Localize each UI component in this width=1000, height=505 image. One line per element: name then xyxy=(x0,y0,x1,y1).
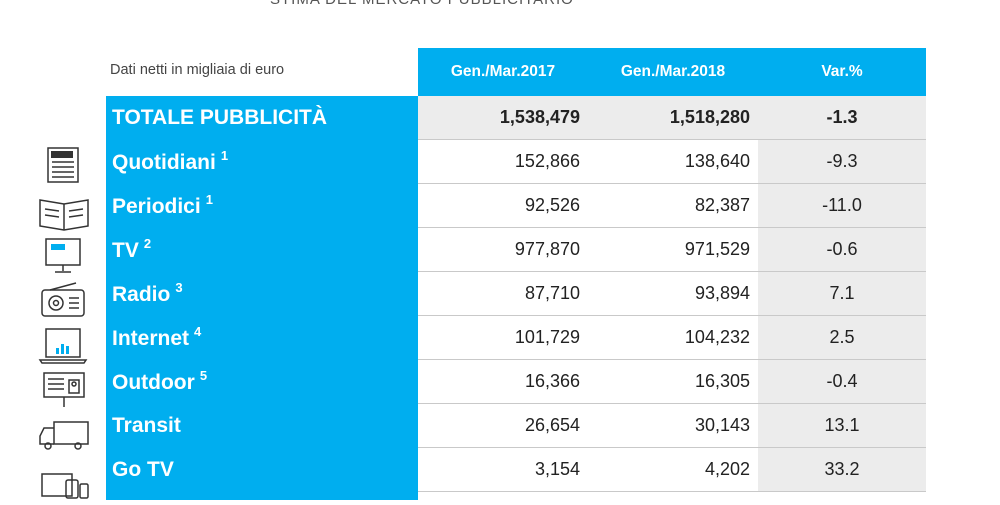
table-row: Outdoor 5 16,366 16,305 -0.4 xyxy=(106,359,926,404)
tv-icon xyxy=(36,236,92,276)
value-2018: 30,143 xyxy=(588,403,758,448)
row-label: Quotidiani 1 xyxy=(106,139,418,184)
units-note: Dati netti in migliaia di euro xyxy=(110,62,285,78)
value-variation: -1.3 xyxy=(758,96,926,140)
row-label: Periodici 1 xyxy=(106,183,418,228)
value-2018: 82,387 xyxy=(588,183,758,228)
value-2018: 138,640 xyxy=(588,139,758,184)
value-2018: 4,202 xyxy=(588,447,758,492)
value-variation: -0.4 xyxy=(758,359,926,404)
table-row: Periodici 1 92,526 82,387 -11.0 xyxy=(106,183,926,228)
truck-icon xyxy=(36,414,92,454)
value-2018: 16,305 xyxy=(588,359,758,404)
value-variation: -0.6 xyxy=(758,227,926,272)
value-2017: 26,654 xyxy=(418,403,588,448)
newspaper-icon xyxy=(36,144,92,184)
table-header: Gen./Mar.2017 Gen./Mar.2018 Var.% xyxy=(418,48,926,96)
value-2017: 1,538,479 xyxy=(418,96,588,140)
laptop-icon xyxy=(36,326,92,366)
advertising-table: TOTALE PUBBLICITÀ 1,538,479 1,518,280 -1… xyxy=(106,96,926,492)
row-label: Go TV xyxy=(106,447,418,492)
value-2018: 104,232 xyxy=(588,315,758,360)
value-variation: 2.5 xyxy=(758,315,926,360)
table-row: Transit 26,654 30,143 13.1 xyxy=(106,403,926,448)
row-label: Internet 4 xyxy=(106,315,418,360)
footnote-marker: 1 xyxy=(220,148,229,163)
value-2018: 971,529 xyxy=(588,227,758,272)
value-2017: 977,870 xyxy=(418,227,588,272)
footnote-marker: 2 xyxy=(143,236,152,251)
value-2018: 93,894 xyxy=(588,271,758,316)
value-variation: -11.0 xyxy=(758,183,926,228)
billboard-icon xyxy=(36,368,92,408)
footnote-marker: 4 xyxy=(194,324,202,339)
value-2017: 92,526 xyxy=(418,183,588,228)
row-label: Outdoor 5 xyxy=(106,359,418,404)
column-header-2018: Gen./Mar.2018 xyxy=(620,63,726,80)
value-2017: 101,729 xyxy=(418,315,588,360)
value-2017: 152,866 xyxy=(418,139,588,184)
radio-icon xyxy=(36,280,92,320)
value-variation: 7.1 xyxy=(758,271,926,316)
row-label: Radio 3 xyxy=(106,271,418,316)
table-row: TV 2 977,870 971,529 -0.6 xyxy=(106,227,926,272)
table-row: Internet 4 101,729 104,232 2.5 xyxy=(106,315,926,360)
column-header-2017: Gen./Mar.2017 xyxy=(450,63,556,80)
table-row: Quotidiani 1 152,866 138,640 -9.3 xyxy=(106,139,926,184)
table-row-total: TOTALE PUBBLICITÀ 1,538,479 1,518,280 -1… xyxy=(106,96,926,140)
row-label: TV 2 xyxy=(106,227,418,272)
table-row: Radio 3 87,710 93,894 7.1 xyxy=(106,271,926,316)
row-label: TOTALE PUBBLICITÀ xyxy=(106,96,418,140)
value-2017: 16,366 xyxy=(418,359,588,404)
devices-icon xyxy=(36,460,92,500)
footnote-marker: 5 xyxy=(199,368,208,383)
value-2017: 3,154 xyxy=(418,447,588,492)
row-label: Transit xyxy=(106,403,418,448)
footnote-marker: 1 xyxy=(205,192,213,207)
value-2017: 87,710 xyxy=(418,271,588,316)
footnote-marker: 3 xyxy=(175,280,183,295)
value-2018: 1,518,280 xyxy=(588,96,758,140)
value-variation: 13.1 xyxy=(758,403,926,448)
value-variation: -9.3 xyxy=(758,139,926,184)
value-variation: 33.2 xyxy=(758,447,926,492)
table-row: Go TV 3,154 4,202 33.2 xyxy=(106,447,926,492)
magazine-icon xyxy=(36,192,92,232)
column-header-variation: Var.% xyxy=(821,63,863,80)
page-title: STIMA DEL MERCATO PUBBLICITARIO xyxy=(270,0,574,8)
